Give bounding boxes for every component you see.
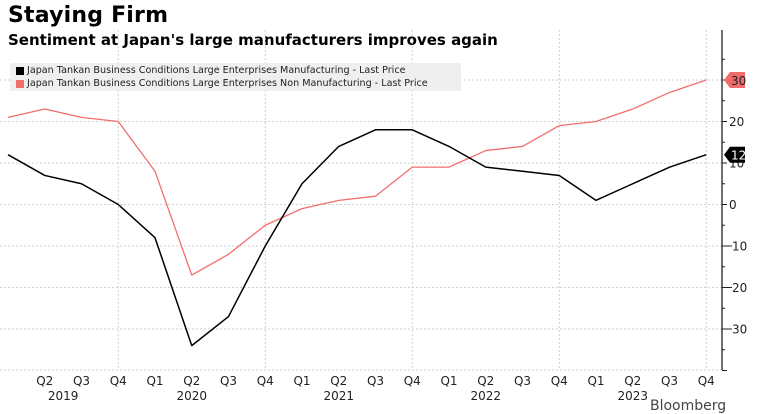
x-tick-label: Q3 (514, 374, 531, 388)
x-tick-label: Q4 (698, 374, 715, 388)
x-tick-label: Q2 (624, 374, 641, 388)
legend-label-manufacturing: Japan Tankan Business Conditions Large E… (27, 65, 406, 76)
last-value-label: 12 (731, 149, 746, 163)
x-year-label: 2022 (470, 389, 501, 403)
last-value-badges: 12 30 (724, 72, 746, 163)
x-tick-label: Q1 (440, 374, 457, 388)
y-tick-label: 10 (732, 240, 747, 254)
x-tick-label: Q3 (73, 374, 90, 388)
chart-subtitle: Sentiment at Japan's large manufacturers… (8, 31, 498, 49)
x-tick-label: Q1 (587, 374, 604, 388)
x-tick-label: Q4 (551, 374, 568, 388)
legend: Japan Tankan Business Conditions Large E… (10, 63, 461, 91)
legend-item-manufacturing: Japan Tankan Business Conditions Large E… (16, 65, 461, 78)
x-tick-label: Q1 (293, 374, 310, 388)
x-tick-label: Q2 (183, 374, 200, 388)
last-value-badge (724, 72, 745, 88)
x-year-label: 2021 (323, 389, 354, 403)
x-tick-label: Q3 (220, 374, 237, 388)
bloomberg-watermark: Bloomberg (650, 398, 727, 414)
x-tick-label: Q4 (110, 374, 127, 388)
x-year-label: 2023 (617, 389, 648, 403)
x-tick-label: Q2 (330, 374, 347, 388)
chart-title: Staying Firm (8, 3, 169, 28)
x-tick-label: Q2 (36, 374, 53, 388)
x-year-label: 2019 (48, 389, 79, 403)
last-value-badge (724, 146, 745, 163)
last-value-label: 30 (731, 74, 746, 88)
x-tick-label: Q3 (661, 374, 678, 388)
legend-item-non-manufacturing: Japan Tankan Business Conditions Large E… (16, 78, 461, 91)
y-tick-label: 30 (732, 323, 747, 337)
x-tick-label: Q2 (477, 374, 494, 388)
legend-swatch-non-manufacturing (16, 79, 24, 88)
legend-swatch-manufacturing (16, 67, 24, 76)
x-tick-label: Q3 (367, 374, 384, 388)
series-line (7, 79, 707, 276)
y-tick-label: 0 (729, 198, 737, 212)
x-tick-label: Q4 (404, 374, 421, 388)
legend-label-non-manufacturing: Japan Tankan Business Conditions Large E… (27, 77, 428, 89)
x-axis: Q2 Q3 Q4 Q1 Q2 Q3 Q4 Q1 Q2 Q3 Q4 Q1 Q2 Q3 Q4 Q1 Q2 Q3 Q4 20… (36, 374, 715, 403)
y-tick-label: 20 (729, 115, 744, 129)
series-line (7, 129, 707, 347)
series-lines (7, 79, 707, 347)
x-tick-label: Q1 (146, 374, 163, 388)
x-tick-label: Q4 (257, 374, 274, 388)
x-year-label: 2020 (176, 389, 207, 403)
y-tick-label: 20 (732, 281, 747, 295)
